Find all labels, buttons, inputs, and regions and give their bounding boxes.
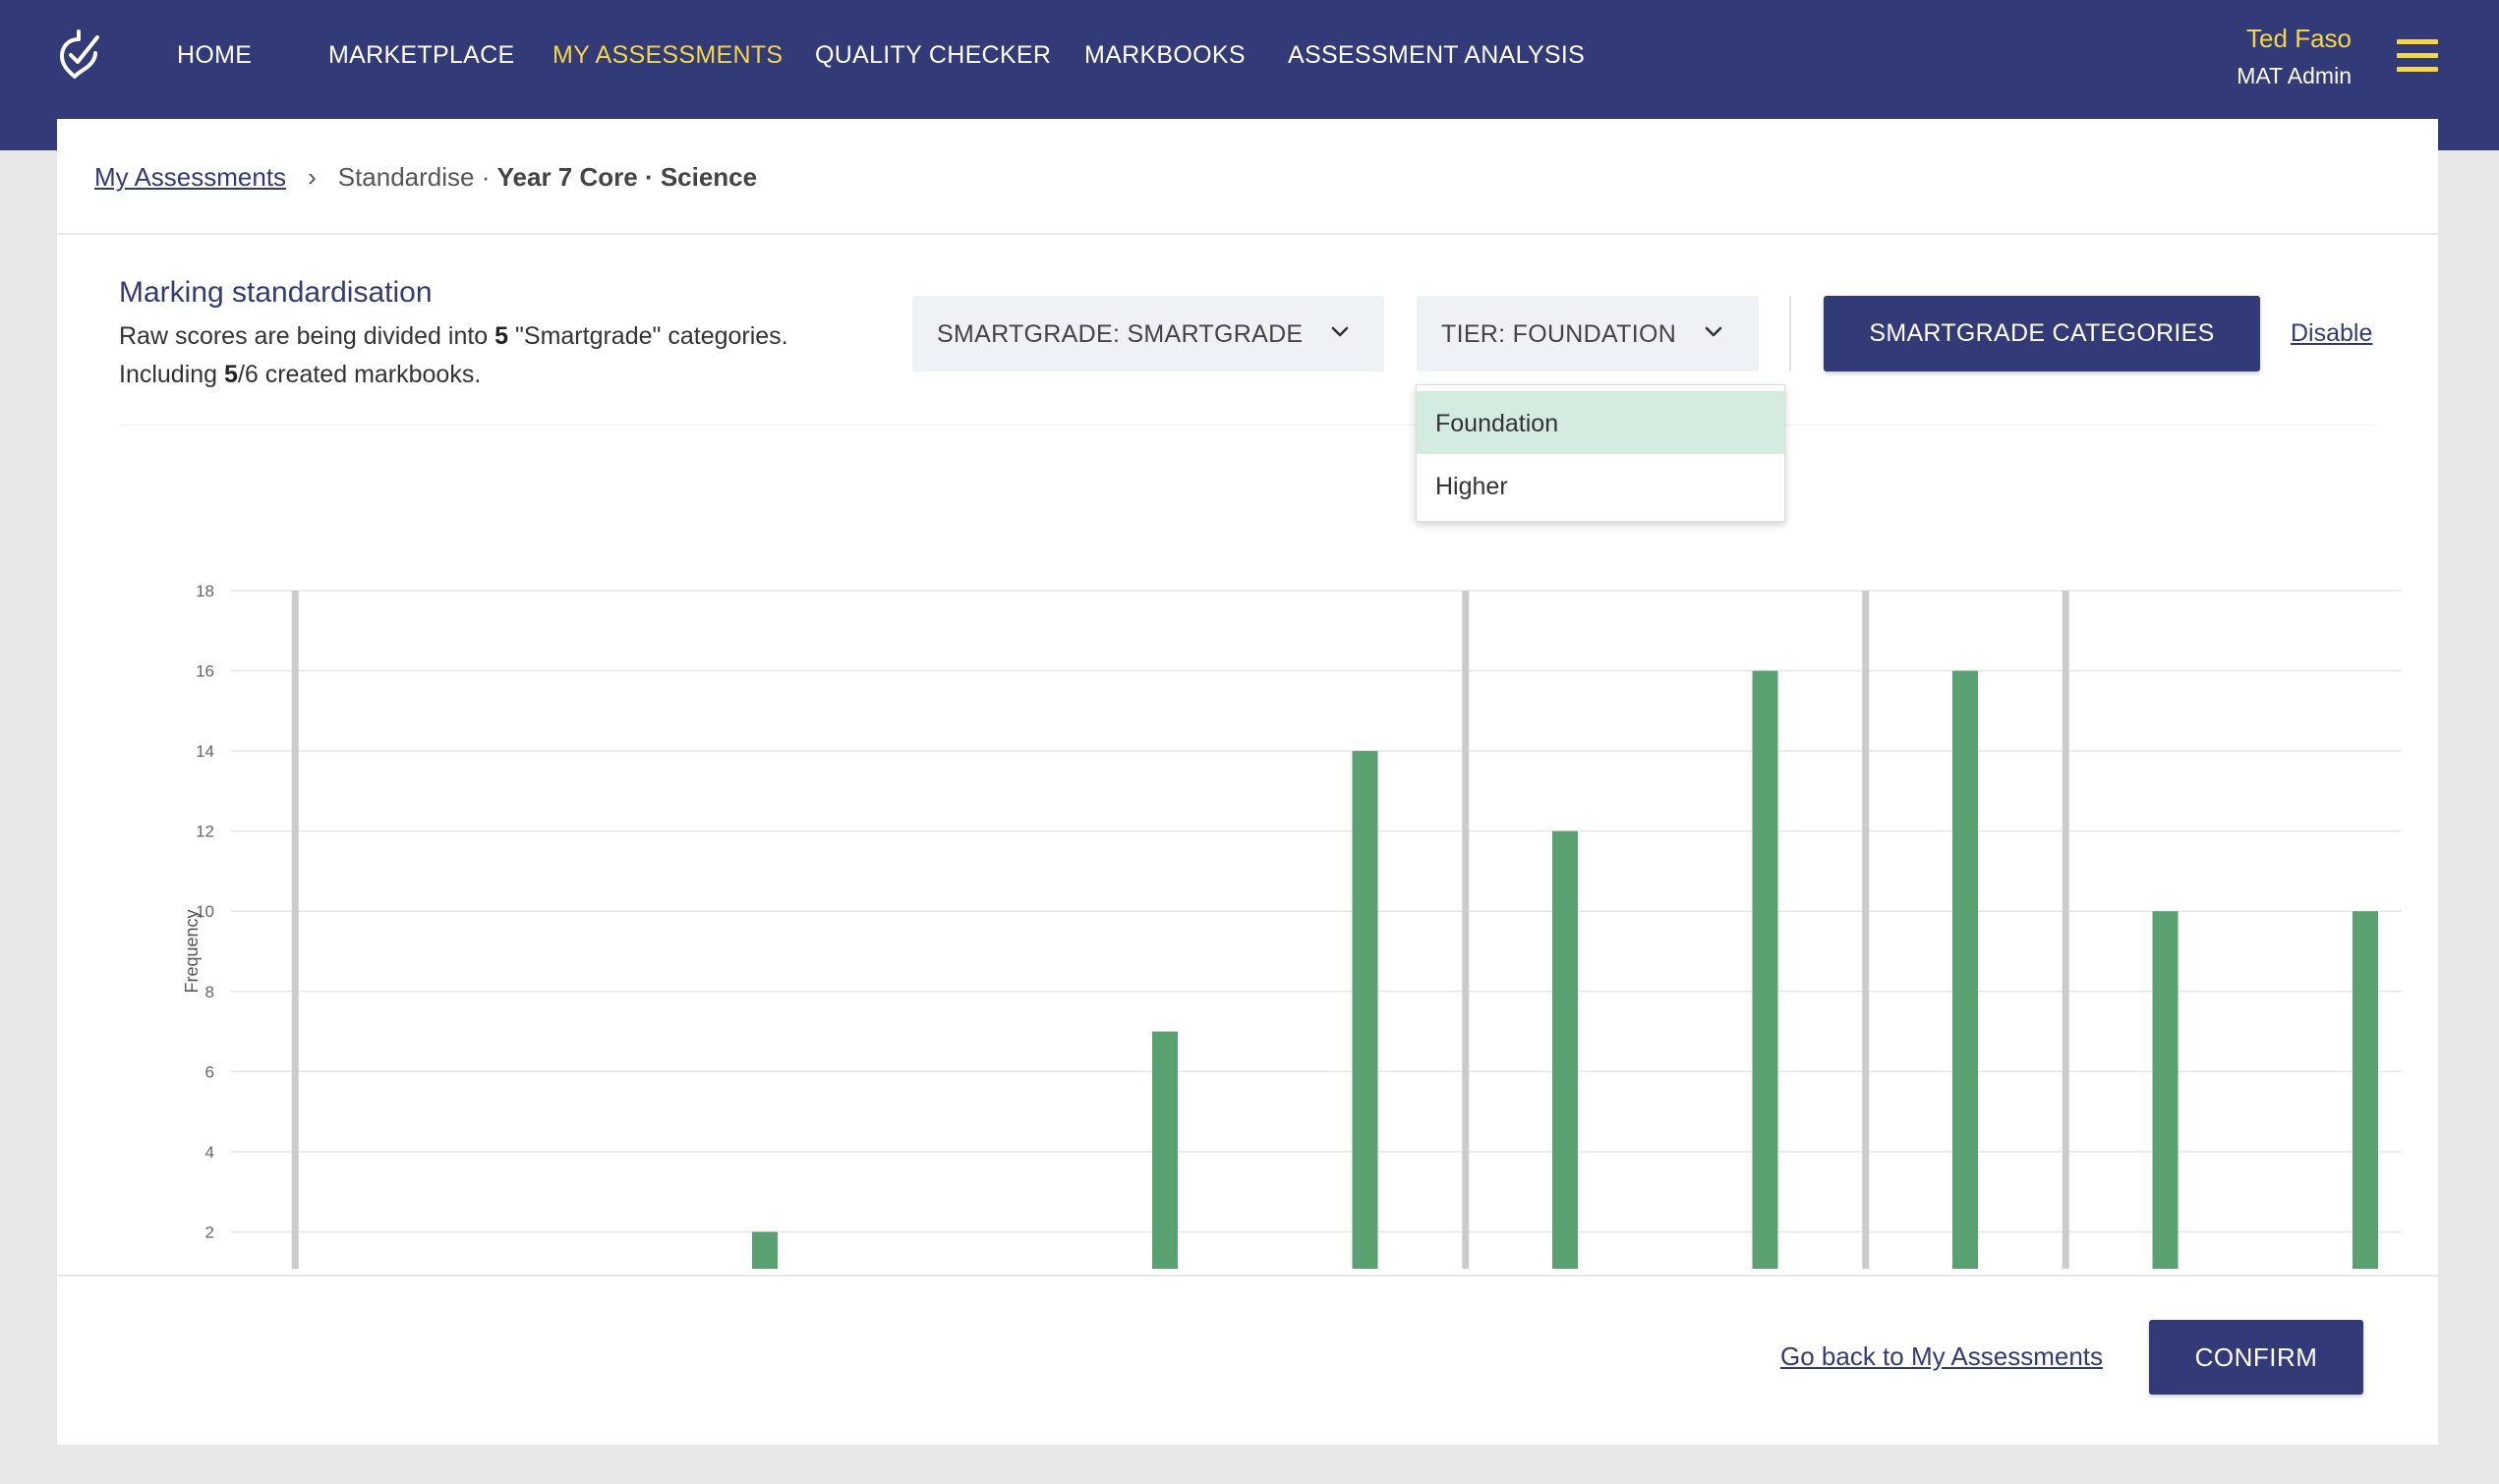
breadcrumb-separator: › <box>308 162 317 192</box>
bar-score-9 <box>2152 911 2179 1269</box>
bar-score-8 <box>1952 670 1978 1269</box>
y-tick-label: 8 <box>205 983 214 1001</box>
y-tick-label: 14 <box>196 742 214 761</box>
bar-score-7 <box>1752 670 1778 1269</box>
tier-option-higher[interactable]: Higher <box>1417 454 1784 517</box>
footer-divider <box>57 1275 2438 1277</box>
y-tick-label: 10 <box>196 902 214 921</box>
y-tick-label: 12 <box>196 823 214 841</box>
header-divider <box>57 233 2438 235</box>
nav-assessment-analysis[interactable]: ASSESSMENT ANALYSIS <box>1288 41 1586 69</box>
y-axis-label: Frequency <box>182 909 202 993</box>
grade-boundary-line <box>1862 591 1870 1269</box>
bar-score-4 <box>1152 1031 1178 1269</box>
smartgrade-dropdown[interactable]: SMARTGRADE: SMARTGRADE <box>912 296 1384 371</box>
breadcrumb-current-prefix: Standardise · <box>337 162 491 192</box>
tier-dropdown-menu: Foundation Higher <box>1416 384 1785 522</box>
disable-link[interactable]: Disable <box>2291 319 2373 347</box>
back-to-my-assessments-link[interactable]: Go back to My Assessments <box>1780 1341 2104 1371</box>
user-role: MAT Admin <box>2237 63 2352 88</box>
tier-option-foundation[interactable]: Foundation <box>1417 391 1784 454</box>
category-count: 5 <box>494 322 509 350</box>
y-tick-label: 6 <box>205 1062 214 1081</box>
section-divider <box>119 425 2376 426</box>
section-title: Marking standardisation <box>119 276 433 309</box>
y-tick-label: 4 <box>205 1143 214 1162</box>
markbooks-summary: Including 5/6 created markbooks. <box>119 361 481 389</box>
y-tick-label: 16 <box>196 662 214 681</box>
user-name[interactable]: Ted Faso <box>2246 24 2352 53</box>
summary-text: "Smartgrade" categories. <box>515 322 788 350</box>
tier-option-label: Higher <box>1435 473 1508 500</box>
nav-home[interactable]: HOME <box>177 41 253 69</box>
nav-quality-checker[interactable]: QUALITY CHECKER <box>815 41 1052 69</box>
grade-boundary-line <box>1462 591 1470 1269</box>
nav-markbooks[interactable]: MARKBOOKS <box>1084 41 1246 69</box>
bar-score-10 <box>2353 911 2378 1269</box>
breadcrumb-my-assessments-link[interactable]: My Assessments <box>94 162 287 192</box>
smartgrade-dropdown-label: SMARTGRADE: SMARTGRADE <box>937 320 1304 348</box>
controls-divider <box>1789 296 1791 371</box>
y-tick-label: 2 <box>205 1223 214 1241</box>
markbook-count: 5 <box>224 361 238 388</box>
confirm-button[interactable]: CONFIRM <box>2149 1320 2363 1395</box>
categories-summary: Raw scores are being divided into 5 "Sma… <box>119 322 788 351</box>
summary-text: Including <box>119 361 218 388</box>
breadcrumb-current-page: Year 7 Core · Science <box>496 162 758 192</box>
tier-option-label: Foundation <box>1435 410 1559 437</box>
chevron-down-icon <box>1331 326 1349 337</box>
summary-text: /6 created markbooks. <box>237 361 482 388</box>
bar-score-2 <box>752 1231 778 1269</box>
tier-dropdown[interactable]: TIER: FOUNDATION <box>1417 296 1759 371</box>
tier-dropdown-label: TIER: FOUNDATION <box>1441 320 1677 348</box>
y-tick-label: 18 <box>196 582 214 600</box>
bar-score-5 <box>1352 751 1378 1269</box>
bar-score-6 <box>1552 830 1578 1269</box>
grade-boundary-line <box>2062 591 2069 1269</box>
breadcrumb: My Assessments › Standardise · Year 7 Core… <box>94 162 757 193</box>
checkmark-logo-icon[interactable] <box>54 28 103 83</box>
main-card: My Assessments › Standardise · Year 7 Core… <box>57 119 2438 1445</box>
smartgrade-categories-button[interactable]: SMARTGRADE CATEGORIES <box>1824 296 2260 371</box>
nav-my-assessments[interactable]: MY ASSESSMENTS <box>552 41 784 69</box>
nav-marketplace[interactable]: MARKETPLACE <box>328 41 515 69</box>
frequency-bar-chart: 024681012141618Frequency0123456789101234 <box>182 582 2402 1269</box>
grade-boundary-line <box>291 591 299 1269</box>
hamburger-menu-icon[interactable] <box>2397 39 2438 73</box>
chevron-down-icon <box>1705 326 1722 337</box>
summary-text: Raw scores are being divided into <box>119 322 489 350</box>
